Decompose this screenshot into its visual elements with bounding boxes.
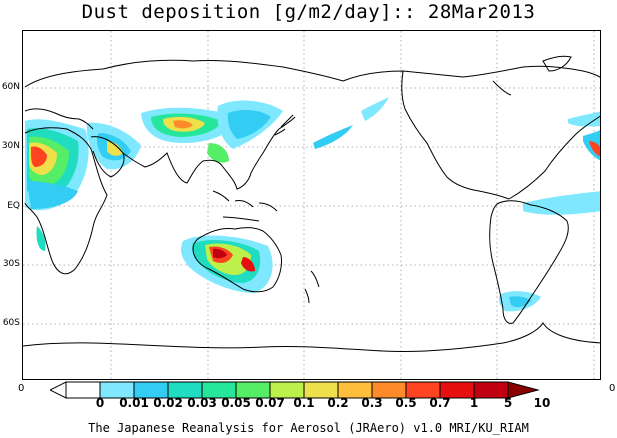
lat-label-30n: 30N — [1, 141, 20, 151]
colorbar-tick-label: 0 — [95, 396, 105, 410]
lat-label-60n: 60N — [1, 82, 20, 92]
colorbar-tick-label: 1 — [469, 396, 479, 410]
colorbar-tick-label: 0.3 — [361, 396, 383, 410]
colorbar-tick-label: 0.7 — [429, 396, 451, 410]
footer-credit: The Japanese Reanalysis for Aerosol (JRA… — [88, 421, 529, 435]
colorbar-cells — [50, 381, 540, 399]
colorbar-labels: 0 0.01 0.02 0.03 0.05 0.07 0.1 0.2 0.3 0.5 0.7 1 5 10 — [0, 396, 617, 412]
lat-label-30s: 30S — [2, 259, 20, 269]
map-canvas — [23, 31, 600, 379]
colorbar-tick-label: 0.05 — [221, 396, 251, 410]
map-range-max-label: 0 — [609, 383, 616, 394]
lat-label-eq: EQ — [7, 201, 20, 211]
world-map — [22, 30, 601, 380]
colorbar-tick-label: 0.03 — [187, 396, 217, 410]
colorbar — [50, 381, 540, 399]
colorbar-tick-label: 5 — [503, 396, 513, 410]
colorbar-tick-label: 0.5 — [395, 396, 417, 410]
colorbar-tick-label: 0.2 — [327, 396, 349, 410]
map-gridlines — [23, 31, 600, 379]
coastlines — [23, 55, 600, 353]
colorbar-tick-label: 0.01 — [119, 396, 149, 410]
colorbar-tick-label: 0.02 — [153, 396, 183, 410]
map-range-min-label: 0 — [18, 383, 25, 394]
colorbar-tick-label: 10 — [533, 396, 551, 410]
lat-label-60s: 60S — [2, 318, 20, 328]
dust-shading — [25, 97, 600, 312]
map-title: Dust deposition [g/m2/day]:: 28Mar2013 — [81, 1, 536, 23]
colorbar-tick-label: 0.1 — [293, 396, 315, 410]
colorbar-tick-label: 0.07 — [255, 396, 285, 410]
colorbar-arrow-high — [507, 381, 540, 399]
